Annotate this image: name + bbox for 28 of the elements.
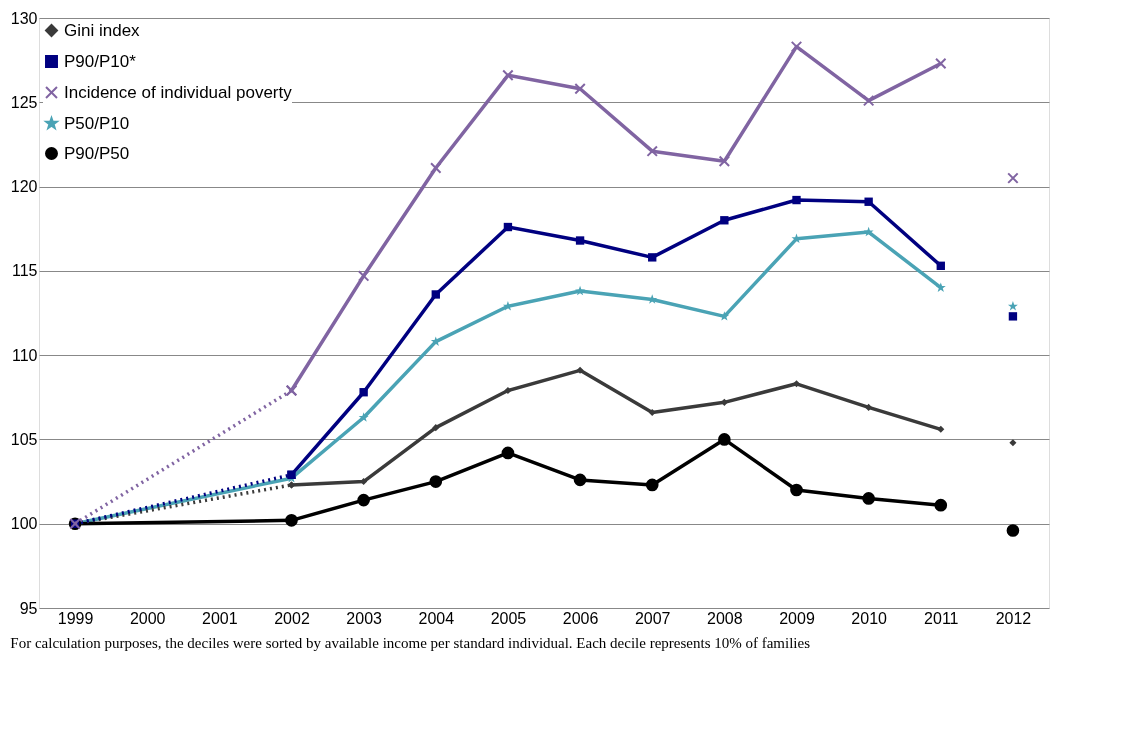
x-tick-label: 2012 (995, 609, 1032, 627)
y-tick-label: 100 (10, 515, 38, 533)
x-tick-label: 2001 (202, 609, 238, 627)
y-tick-label: 120 (10, 178, 38, 196)
x-tick-label: 2002 (274, 609, 310, 627)
y-tick-label: 125 (10, 93, 38, 111)
y-tick-label: 105 (10, 430, 38, 448)
x-tick-label: 1999 (57, 609, 94, 627)
legend-label: Incidence of individual poverty (64, 82, 293, 102)
y-tick-label: 95 (19, 599, 38, 617)
legend-label: P90/P10* (64, 51, 137, 71)
x-tick-label: 2003 (346, 609, 383, 627)
x-tick-label: 2010 (851, 609, 888, 627)
x-tick-label: 2000 (129, 609, 166, 627)
x-tick-label: 2011 (924, 609, 959, 627)
x-tick-label: 2009 (779, 609, 815, 627)
x-tick-label: 2006 (562, 609, 599, 627)
x-tick-label: 2008 (707, 609, 743, 627)
x-tick-label: 2005 (490, 609, 527, 627)
y-tick-label: 110 (11, 346, 38, 364)
x-tick-label: 2004 (418, 609, 455, 627)
y-tick-label: 130 (10, 9, 38, 27)
y-tick-label: 115 (11, 262, 38, 280)
legend-label: P50/P10 (64, 113, 130, 133)
legend-label: Gini index (64, 20, 141, 40)
legend-label: P90/P50 (64, 143, 130, 163)
text: For calculation purposes, the deciles were sorted by available income per standard individual. Each decile represents 10% of families (10, 635, 811, 651)
x-tick-label: 2007 (634, 609, 671, 627)
